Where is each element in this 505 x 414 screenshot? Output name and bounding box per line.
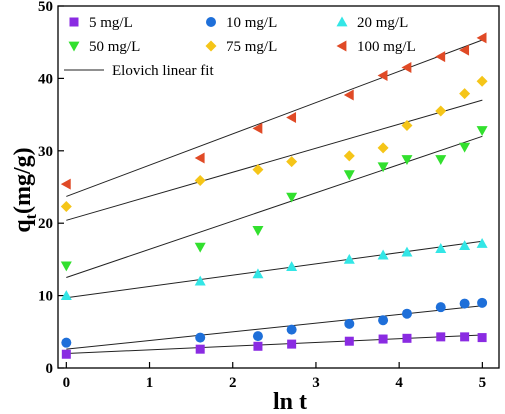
legend-marker (69, 17, 79, 27)
data-point (60, 178, 71, 190)
data-point (459, 44, 470, 56)
data-point (344, 336, 354, 346)
legend-label: 100 mg/L (357, 39, 416, 55)
x-tick-label: 5 (479, 375, 487, 391)
data-point (401, 119, 413, 131)
y-tick-label: 20 (38, 216, 53, 232)
data-point (60, 290, 72, 300)
data-point (401, 246, 413, 257)
x-tick-label: 3 (312, 375, 320, 391)
data-point (252, 122, 263, 134)
data-point (477, 333, 487, 343)
data-point (195, 332, 206, 343)
data-point (195, 344, 205, 354)
data-point (435, 155, 447, 165)
data-point (194, 174, 206, 186)
y-tick-label: 0 (46, 361, 54, 377)
plot-frame (57, 5, 500, 369)
x-tick-label: 4 (395, 375, 403, 391)
legend: 5 mg/L 10 mg/L 20 mg/L 50 mg/L 75 mg/L 100 mg… (64, 15, 416, 79)
data-point (401, 308, 412, 319)
data-point (343, 170, 355, 181)
data-point (459, 298, 470, 309)
legend-marker (336, 16, 348, 27)
data-point (459, 240, 471, 251)
fit-line (66, 305, 483, 350)
data-point (61, 337, 72, 348)
data-point (287, 339, 297, 349)
data-point (194, 242, 206, 253)
data-point (435, 302, 446, 313)
x-tick-label: 2 (229, 375, 237, 391)
legend-marker (68, 41, 80, 52)
legend-label: 5 mg/L (89, 15, 133, 31)
data-point (60, 201, 72, 213)
legend-label: 50 mg/L (89, 39, 140, 55)
data-point (286, 156, 298, 168)
x-axis-title: ln t (273, 389, 307, 414)
data-point (286, 324, 297, 335)
data-point (459, 88, 471, 100)
data-point (61, 349, 71, 359)
data-point (401, 155, 413, 165)
data-point (378, 334, 388, 344)
data-point (60, 261, 72, 272)
legend-marker (205, 40, 217, 52)
legend-label: 10 mg/L (226, 15, 277, 31)
data-point (343, 89, 354, 101)
data-point (377, 162, 389, 173)
data-point (286, 111, 297, 123)
data-point (377, 70, 388, 82)
data-point (460, 332, 470, 342)
data-point (477, 297, 488, 308)
data-point (344, 318, 355, 329)
data-point (436, 332, 446, 342)
data-point (286, 192, 298, 203)
data-point (435, 243, 447, 253)
data-point (402, 333, 412, 343)
data-point (252, 164, 264, 176)
data-point (435, 105, 447, 117)
data-point (377, 249, 389, 260)
data-point (476, 32, 487, 44)
data-point (253, 341, 263, 351)
fit-line (66, 240, 483, 299)
y-tick-label: 50 (38, 0, 53, 15)
data-point (194, 152, 205, 164)
data-point (252, 226, 264, 236)
fit-line (66, 135, 483, 278)
fit-line (66, 99, 483, 221)
y-tick-label: 30 (38, 144, 53, 160)
data-point (401, 62, 412, 74)
data-point (476, 75, 488, 87)
y-tick-label: 10 (38, 289, 53, 305)
x-tick-label: 1 (146, 375, 154, 391)
data-point (476, 126, 488, 137)
data-points (60, 32, 488, 359)
data-point (252, 331, 263, 342)
legend-fit-label: Elovich linear fit (112, 63, 214, 79)
data-point (343, 150, 355, 162)
legend-marker (336, 40, 347, 52)
data-point (343, 253, 355, 264)
data-point (286, 261, 298, 272)
legend-label: 20 mg/L (357, 15, 408, 31)
legend-marker (206, 17, 216, 27)
data-point (459, 142, 471, 153)
fit-line (66, 39, 483, 197)
y-axis-title: qt(mg/g) (10, 147, 40, 232)
data-point (377, 142, 389, 154)
fit-line (66, 334, 483, 355)
data-point (476, 237, 488, 248)
legend-label: 75 mg/L (226, 39, 277, 55)
data-point (435, 51, 446, 63)
y-tick-label: 40 (38, 71, 53, 87)
data-point (194, 275, 206, 286)
data-point (252, 268, 264, 279)
fit-lines (66, 39, 483, 355)
data-point (378, 315, 389, 326)
x-tick-label: 0 (63, 375, 71, 391)
